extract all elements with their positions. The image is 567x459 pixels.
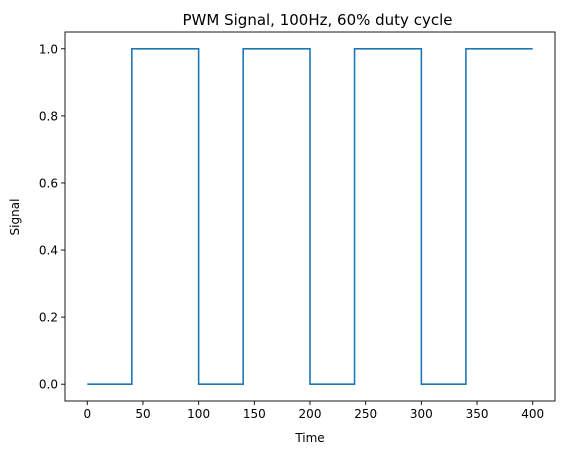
x-tick-label-50: 50 xyxy=(135,407,150,421)
y-tick-label-0.8: 0.8 xyxy=(39,109,58,123)
y-tick-label-0.2: 0.2 xyxy=(39,311,58,325)
plot-area xyxy=(87,47,533,386)
series-line-0 xyxy=(87,47,533,386)
y-axis-label: Signal xyxy=(8,199,22,236)
x-tick-label-200: 200 xyxy=(299,407,322,421)
chart-title: PWM Signal, 100Hz, 60% duty cycle xyxy=(183,11,453,29)
x-tick-label-0: 0 xyxy=(83,407,91,421)
x-tick-label-350: 350 xyxy=(466,407,489,421)
y-tick-label-0.6: 0.6 xyxy=(39,176,58,190)
x-tick-label-250: 250 xyxy=(354,407,377,421)
y-tick-label-0: 0.0 xyxy=(39,378,58,392)
axes: 0 50 100 150 200 250 300 350 400 0.0 0.2 0.4 0.6 0.8 1… xyxy=(39,31,556,421)
y-tick-label-0.4: 0.4 xyxy=(39,244,58,258)
x-axis-label: Time xyxy=(294,431,324,445)
x-tick-label-400: 400 xyxy=(521,407,544,421)
x-tick-label-100: 100 xyxy=(187,407,210,421)
x-tick-label-300: 300 xyxy=(410,407,433,421)
x-tick-label-150: 150 xyxy=(243,407,266,421)
y-tick-label-1: 1.0 xyxy=(39,42,58,56)
